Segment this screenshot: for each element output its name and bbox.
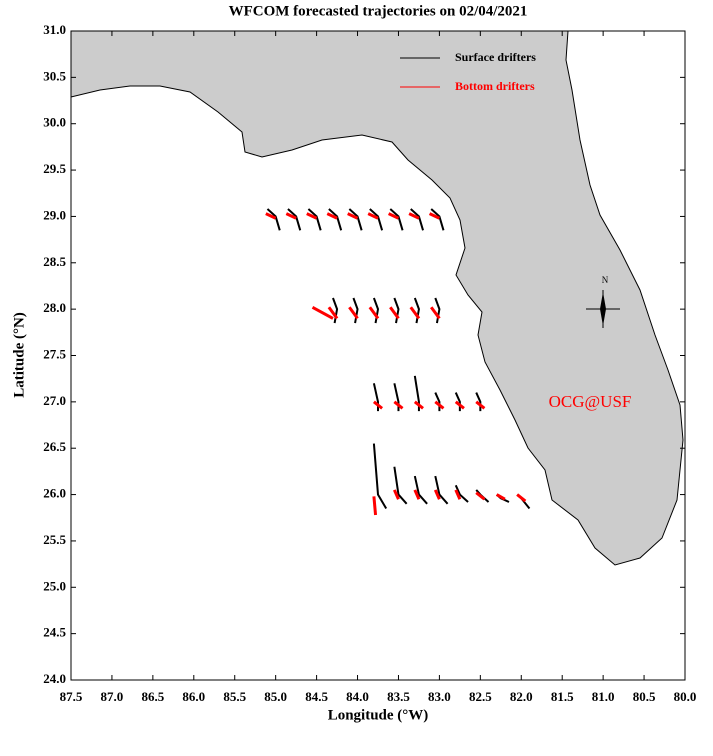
trajectory <box>326 212 338 220</box>
trajectory <box>516 493 527 503</box>
trajectory <box>413 400 424 410</box>
trajectory <box>434 400 445 410</box>
trajectory <box>307 208 322 231</box>
trajectory <box>408 212 420 220</box>
y-tick-label: 25.0 <box>43 578 66 593</box>
trajectory <box>367 212 379 220</box>
trajectory <box>475 392 482 412</box>
trajectory <box>409 306 421 320</box>
trajectory <box>413 375 420 412</box>
trajectory <box>306 212 318 220</box>
y-tick-label: 28.0 <box>43 300 66 315</box>
y-tick-label: 31.0 <box>43 22 66 37</box>
annotation: OCG@USF <box>549 392 632 411</box>
y-tick-label: 27.5 <box>43 346 66 361</box>
trajectory <box>434 392 441 412</box>
y-axis-label: Latitude (°N) <box>11 312 27 398</box>
trajectory <box>454 489 462 500</box>
trajectory <box>348 208 363 231</box>
y-tick-label: 24.0 <box>43 671 66 686</box>
y-tick-label: 30.0 <box>43 115 66 130</box>
trajectory <box>328 208 343 231</box>
y-tick-label: 28.5 <box>43 254 66 269</box>
x-tick-label: 82.0 <box>510 689 533 704</box>
x-tick-label: 83.5 <box>387 689 410 704</box>
x-tick-label: 81.5 <box>551 689 574 704</box>
trajectory <box>327 306 339 320</box>
trajectory <box>372 496 378 516</box>
trajectory <box>372 443 388 509</box>
y-tick-label: 30.5 <box>43 68 66 83</box>
x-tick-label: 84.5 <box>305 689 328 704</box>
trajectory <box>311 305 334 320</box>
y-tick-label: 27.0 <box>43 393 66 408</box>
trajectory <box>454 400 465 410</box>
trajectory <box>433 489 441 500</box>
trajectory <box>475 491 486 501</box>
x-tick-label: 83.0 <box>428 689 451 704</box>
y-tick-label: 24.5 <box>43 625 66 640</box>
legend-label: Bottom drifters <box>455 79 535 93</box>
trajectory <box>413 489 421 500</box>
trajectory <box>265 212 277 220</box>
trajectory <box>372 400 384 410</box>
trajectory <box>347 212 359 220</box>
x-tick-label: 80.5 <box>633 689 656 704</box>
trajectory <box>454 484 469 503</box>
land <box>70 30 684 566</box>
trajectory <box>388 212 400 220</box>
trajectory <box>393 489 400 500</box>
x-tick-label: 80.0 <box>674 689 697 704</box>
trajectory <box>285 212 297 220</box>
compass-label: N <box>602 275 609 285</box>
compass: N <box>586 275 620 328</box>
trajectory <box>368 306 380 320</box>
chart-title: WFCOM forecasted trajectories on 02/04/2… <box>229 3 528 19</box>
trajectory <box>369 208 384 231</box>
x-tick-label: 85.0 <box>264 689 287 704</box>
x-tick-label: 86.0 <box>182 689 205 704</box>
trajectory <box>434 475 449 505</box>
trajectory <box>393 466 408 505</box>
trajectory <box>389 306 400 320</box>
x-tick-label: 86.5 <box>141 689 164 704</box>
y-tick-label: 26.0 <box>43 486 66 501</box>
trajectory <box>428 212 441 220</box>
y-tick-label: 25.5 <box>43 532 66 547</box>
trajectory <box>389 208 404 231</box>
trajectory <box>430 208 445 231</box>
y-tick-label: 26.5 <box>43 439 66 454</box>
x-tick-label: 87.0 <box>101 689 124 704</box>
trajectory <box>266 208 281 231</box>
x-tick-label: 85.5 <box>223 689 246 704</box>
y-tick-label: 29.5 <box>43 161 66 176</box>
trajectory <box>475 400 486 410</box>
trajectory <box>287 208 302 231</box>
trajectory <box>430 306 441 320</box>
trajectory <box>372 383 379 412</box>
trajectory <box>393 400 404 410</box>
trajectory <box>454 392 461 412</box>
trajectory <box>410 208 424 231</box>
trajectory <box>495 493 506 501</box>
x-tick-label: 81.0 <box>592 689 615 704</box>
trajectory <box>348 306 359 320</box>
y-tick-label: 29.0 <box>43 207 66 222</box>
compass-needle <box>600 292 606 326</box>
legend-label: Surface drifters <box>455 50 536 64</box>
x-axis-label: Longitude (°W) <box>328 707 429 723</box>
x-tick-label: 84.0 <box>346 689 369 704</box>
trajectory <box>393 383 400 412</box>
x-tick-label: 82.5 <box>469 689 492 704</box>
x-tick-label: 87.5 <box>60 689 83 704</box>
trajectory <box>413 475 428 505</box>
